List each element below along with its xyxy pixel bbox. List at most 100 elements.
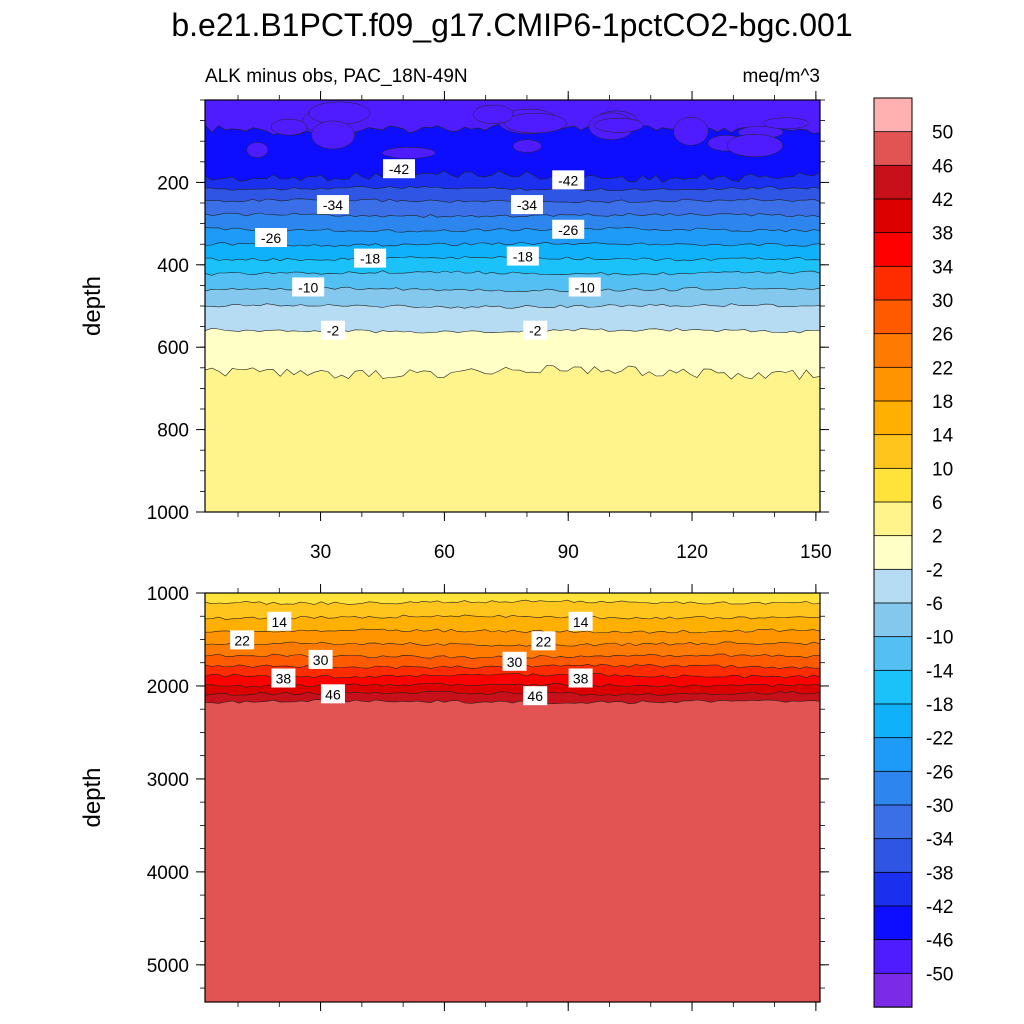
contour-label-text: -2	[529, 323, 542, 339]
lower-panel: 1000 2000 3000 4000 5000 depth 14 14 22 22 30 30 38 3…	[79, 584, 829, 1011]
contour-line	[204, 212, 821, 218]
contour-label-text: 22	[234, 632, 250, 648]
contour-line	[204, 270, 821, 276]
colorbar-label: -38	[926, 863, 953, 884]
contour-label-text: -42	[389, 161, 409, 177]
contour-label-text: 30	[507, 654, 523, 670]
colorbar-frame	[873, 97, 913, 1008]
contour-label-text: 14	[272, 614, 288, 630]
contour-label: 14	[267, 611, 292, 631]
colorbar-swatch	[873, 871, 913, 907]
colorbar-label: -14	[926, 661, 954, 682]
contour-line	[204, 227, 821, 233]
x-tick-label: 60	[434, 542, 455, 563]
contour-label-text: -10	[575, 279, 595, 295]
contour-label: 22	[230, 630, 255, 650]
colorbar-label: 42	[932, 190, 953, 211]
contour-line	[204, 690, 821, 697]
contour-label: -18	[506, 246, 539, 266]
contour-label-box	[320, 320, 345, 340]
colorbar-label: -34	[926, 830, 954, 851]
contour-patch	[512, 139, 542, 153]
colorbar-swatch	[873, 434, 913, 470]
contour-label-text: -42	[558, 172, 578, 188]
y-axis-label: depth	[79, 276, 106, 336]
contour-patch	[308, 101, 371, 125]
colorbar-label: -26	[926, 762, 953, 783]
colorbar-label: 22	[932, 358, 953, 379]
contour-label: -42	[552, 170, 585, 190]
contour-label-box	[255, 228, 288, 248]
y-tick-label: 2000	[147, 677, 189, 698]
contour-label-text: -2	[327, 323, 340, 339]
x-tick-label: 30	[310, 542, 331, 563]
colorbar-swatch	[873, 265, 913, 301]
contour-label-box	[267, 611, 292, 631]
contour-patch	[593, 117, 644, 133]
colorbar-swatch	[873, 164, 913, 200]
upper-panel: 200 400 600 800 1000 30 60 90 120 150 depth -42 -42 -…	[79, 91, 832, 563]
contour-label: -34	[316, 195, 349, 215]
y-tick-label: 1000	[147, 503, 189, 524]
contour-label-text: 46	[325, 686, 341, 702]
colorbar-swatch	[873, 400, 913, 436]
contour-patch	[673, 117, 709, 146]
contour-label: 30	[308, 649, 333, 669]
contour-label-box	[568, 277, 601, 297]
colorbar-label: -22	[926, 729, 953, 750]
colorbar-swatch	[873, 703, 913, 739]
colorbar-label: 6	[932, 493, 943, 514]
contour-label: 14	[568, 611, 593, 631]
x-tick-label: 150	[800, 542, 832, 563]
contour-label-box	[568, 611, 593, 631]
contour-label: 38	[271, 668, 296, 688]
y-axis-label: depth	[79, 767, 106, 827]
contour-line	[204, 682, 821, 688]
colorbar-swatch	[873, 366, 913, 402]
colorbar-label: 30	[932, 291, 953, 312]
y-tick-label: 1000	[147, 584, 189, 605]
chart-units: meq/m^3	[742, 66, 820, 87]
contour-label-box	[292, 277, 325, 297]
contour-line	[204, 699, 821, 705]
contour-line	[204, 185, 821, 192]
contour-patch	[763, 117, 809, 130]
contour-label: -2	[320, 320, 345, 340]
contour-patch	[270, 118, 308, 136]
colorbar-label: 34	[932, 257, 954, 278]
colorbar-swatch	[873, 602, 913, 638]
colorbar-label: 14	[932, 426, 954, 447]
contour-label: -10	[568, 277, 601, 297]
colorbar-label: 2	[932, 527, 943, 548]
contour-label-box	[354, 248, 387, 268]
colorbar-label: -42	[926, 897, 953, 918]
colorbar-label: 26	[932, 325, 953, 346]
contour-label-text: -18	[360, 251, 380, 267]
colorbar-swatch	[873, 838, 913, 874]
colorbar-swatch	[873, 905, 913, 941]
contour-label-box	[271, 668, 296, 688]
contour-label: -34	[510, 195, 543, 215]
colorbar-swatch	[873, 568, 913, 604]
colorbar-swatch	[873, 198, 913, 234]
contour-label-text: -10	[298, 279, 318, 295]
colorbar-label: 46	[932, 156, 953, 177]
contour-patch	[310, 120, 356, 150]
contour-label-box	[382, 159, 415, 179]
contour-line	[204, 303, 821, 309]
contour-label-box	[316, 195, 349, 215]
contour-label-box	[502, 651, 527, 671]
contour-label-box	[552, 170, 585, 190]
y-tick-label: 600	[157, 338, 189, 359]
colorbar: -50-46-42-38-34-30-26-22-18-14-10-6-2261…	[873, 97, 954, 1008]
y-tick-label: 4000	[147, 863, 189, 884]
contour-patch	[503, 113, 567, 134]
contour-patch	[726, 134, 783, 158]
colorbar-swatch	[873, 669, 913, 705]
colorbar-label: -10	[926, 628, 953, 649]
contour-band	[205, 593, 820, 605]
colorbar-swatch	[873, 939, 913, 975]
contour-label: -2	[523, 320, 548, 340]
contour-label-text: 30	[313, 652, 329, 668]
contour-label-text: -26	[261, 230, 281, 246]
